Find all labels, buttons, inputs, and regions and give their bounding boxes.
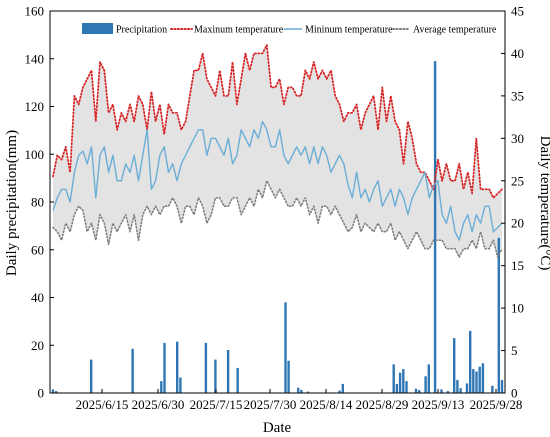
precipitation-bar <box>427 364 430 393</box>
precipitation-bar <box>300 389 303 393</box>
x-tick-label: 2025/8/29 <box>356 397 409 412</box>
legend-label-average-temperature: Average temperature <box>413 25 497 36</box>
precipitation-bar <box>51 389 55 393</box>
precipitation-bar <box>284 302 287 393</box>
precipitation-bar <box>453 338 456 393</box>
precipitation-bar <box>297 387 300 393</box>
x-tick-label: 2025/6/15 <box>76 397 129 412</box>
legend-label-min-temperature: Mininum temperature <box>305 25 393 36</box>
precipitation-bar <box>163 342 166 393</box>
right-y-tick-label: 0 <box>511 386 518 401</box>
left-y-tick-label: 80 <box>31 195 44 210</box>
right-y-tick-label: 35 <box>511 88 524 103</box>
precipitation-bars <box>51 61 504 393</box>
precipitation-bar <box>418 390 421 393</box>
precipitation-bar <box>160 381 163 393</box>
precipitation-bar <box>204 342 208 393</box>
precipitation-bar <box>176 341 179 393</box>
precipitation-bar <box>131 348 134 393</box>
x-tick-label: 2025/7/30 <box>244 397 297 412</box>
precipitation-bar <box>414 388 418 393</box>
precipitation-bar <box>459 388 462 393</box>
legend-swatch-precipitation <box>82 23 113 34</box>
left-y-tick-label: 40 <box>31 290 44 305</box>
precipitation-bar <box>424 376 427 393</box>
precipitation-bar <box>465 383 469 393</box>
x-tick-label: 2025/9/13 <box>412 397 465 412</box>
precipitation-bar <box>475 371 478 393</box>
right-y-tick-label: 45 <box>511 4 524 19</box>
right-y-tick-label: 25 <box>511 173 524 188</box>
left-y-tick-label: 140 <box>25 51 45 66</box>
precipitation-bar <box>179 377 182 393</box>
precipitation-bar <box>456 379 459 393</box>
precipitation-bar <box>214 359 217 393</box>
x-tick-label: 2025/9/28 <box>470 397 523 412</box>
precipitation-bar <box>398 372 402 393</box>
precipitation-bar <box>433 61 437 393</box>
left-y-tick-label: 0 <box>38 386 45 401</box>
max-temperature-line <box>52 44 503 199</box>
precipitation-bar <box>469 330 472 393</box>
right-y-tick-label: 10 <box>511 301 524 316</box>
precipitation-bar <box>392 364 395 393</box>
precipitation-bar <box>395 383 399 393</box>
precipitation-bar <box>287 360 290 393</box>
legend-label-precipitation: Precipitation <box>116 25 167 36</box>
legend-label-max-temperature: Maxinum temperature <box>194 25 284 36</box>
precipitation-bar <box>497 237 500 393</box>
precipitation-bar <box>478 366 481 393</box>
precipitation-bar <box>226 350 230 393</box>
right-y-tick-label: 30 <box>511 131 524 146</box>
precipitation-bar <box>491 385 494 393</box>
precipitation-bar <box>55 391 58 393</box>
legend: Precipitation Maxinum temperature Mininum … <box>82 23 497 36</box>
left-y-tick-label: 120 <box>25 99 45 114</box>
axes: 0 20 40 60 80 100 120 140 160 0 5 10 15 20 25 30 35 40 45 2… <box>25 4 525 413</box>
precipitation-bar <box>472 369 475 393</box>
left-y-axis-title: Daily precipitation(mm) <box>4 130 20 276</box>
precipitation-bar <box>402 369 405 393</box>
right-y-tick-label: 20 <box>511 216 524 231</box>
max-avg-band <box>53 45 502 258</box>
x-tick-label: 2025/8/14 <box>300 397 353 412</box>
right-y-tick-label: 15 <box>511 258 524 273</box>
right-y-axis-title: Daily temperature(°C) <box>537 136 550 271</box>
precipitation-bar <box>440 389 443 393</box>
left-y-tick-label: 60 <box>31 242 44 257</box>
precipitation-bar <box>500 379 504 393</box>
min-temperature-line <box>52 120 503 241</box>
precipitation-bar <box>446 391 450 393</box>
precipitation-bar <box>236 367 239 393</box>
left-y-tick-label: 160 <box>25 4 45 19</box>
temperature-band <box>53 45 502 258</box>
precipitation-bar <box>341 383 344 393</box>
x-axis-title: Date <box>263 420 292 436</box>
precipitation-bar <box>306 391 309 393</box>
precipitation-bar <box>90 359 93 393</box>
right-y-tick-label: 5 <box>511 343 518 358</box>
x-tick-label: 2025/6/30 <box>132 397 185 412</box>
x-tick-label: 2025/7/15 <box>190 397 243 412</box>
right-y-tick-label: 40 <box>511 46 524 61</box>
average-temperature-line <box>52 180 503 259</box>
precipitation-bar <box>338 390 341 393</box>
left-y-tick-label: 100 <box>25 147 45 162</box>
precipitation-bar <box>405 381 408 393</box>
left-y-tick-label: 20 <box>31 338 44 353</box>
precipitation-bar <box>481 363 485 393</box>
temperature-lines <box>52 44 503 259</box>
